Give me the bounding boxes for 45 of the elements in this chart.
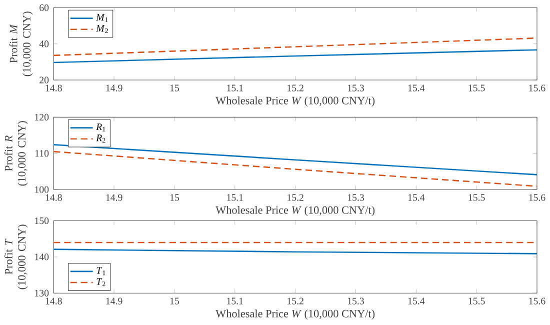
x-tick-label: 15.3 — [348, 298, 364, 305]
x-tick-label: 14.8 — [46, 84, 62, 92]
x-axis-title: Wholesale Price W (10,000 CNY/t) — [216, 96, 375, 107]
y-tick-label: 110 — [35, 150, 49, 157]
legend-label: R$_{2}$ — [96, 134, 106, 143]
x-tick-label: 15.5 — [468, 84, 485, 92]
y-tick-label: 140 — [35, 254, 49, 260]
x-tick-label: 15.5 — [468, 298, 485, 305]
legend-label: T$_{2}$ — [96, 278, 106, 286]
y-tick-label: 20 — [40, 76, 49, 84]
x-tick-label: 15 — [170, 84, 180, 92]
x-tick-label: 15.6 — [529, 194, 546, 202]
x-tick-label: 15 — [170, 194, 180, 201]
legend-label: R$_{1}$ — [96, 124, 106, 132]
y-tick-label: 40 — [39, 40, 49, 48]
x-axis-title: Wholesale Price W (10,000 CNY/t) — [216, 206, 375, 216]
x-tick-label: 15.6 — [529, 298, 546, 305]
x-tick-label: 15.1 — [227, 298, 243, 305]
x-tick-label: 15.4 — [408, 194, 425, 201]
legend-label: M$_{1}$ — [96, 14, 108, 22]
x-tick-label: 15.4 — [408, 298, 425, 305]
y-tick-label: 150 — [35, 218, 49, 224]
x-tick-label: 14.9 — [106, 84, 122, 92]
x-tick-label: 15.3 — [348, 84, 364, 92]
x-tick-label: 15 — [170, 298, 180, 305]
x-tick-label: 15.1 — [227, 194, 243, 201]
x-tick-label: 15.3 — [348, 194, 364, 202]
x-tick-label: 15.1 — [227, 84, 243, 92]
x-tick-label: 14.8 — [46, 194, 62, 202]
x-tick-label: 15.2 — [288, 194, 304, 202]
x-tick-label: 14.9 — [106, 298, 122, 305]
y-tick-label: 100 — [35, 186, 49, 194]
x-tick-label: 15.6 — [529, 84, 546, 92]
x-tick-label: 15.4 — [408, 84, 425, 92]
x-tick-label: 15.2 — [288, 298, 304, 305]
x-axis-title: Wholesale Price W (10,000 CNY/t) — [216, 310, 375, 320]
y-tick-label: 130 — [35, 290, 49, 297]
y-tick-label: 120 — [35, 114, 49, 121]
x-tick-label: 15.5 — [468, 194, 485, 201]
y-tick-label: 60 — [40, 4, 49, 12]
legend-label: M$_{2}$ — [96, 25, 108, 34]
x-tick-label: 15.2 — [288, 84, 304, 92]
x-tick-label: 14.8 — [46, 298, 62, 305]
x-tick-label: 14.9 — [106, 194, 122, 202]
legend-label: T$_{1}$ — [96, 267, 106, 276]
